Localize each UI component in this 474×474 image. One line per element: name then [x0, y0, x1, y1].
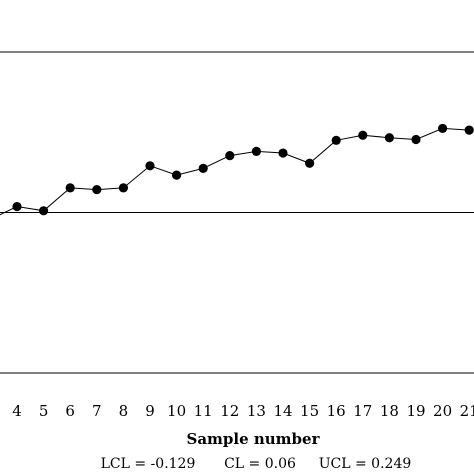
- x-tick-label: 16: [327, 402, 346, 420]
- series: [0, 123, 474, 216]
- control-limit-lines: [0, 51, 474, 374]
- data-point: [172, 170, 182, 180]
- data-point: [411, 134, 421, 145]
- data-point: [278, 148, 288, 158]
- x-tick-label: 15: [300, 402, 319, 420]
- x-tick-label: 8: [119, 402, 129, 420]
- x-tick-label: 21: [460, 402, 474, 420]
- data-point: [225, 151, 235, 161]
- data-point: [464, 125, 474, 135]
- series-line: [0, 127, 470, 216]
- x-tick-label: 5: [39, 402, 49, 420]
- x-tick-label: 6: [65, 402, 75, 420]
- control-limits-footer: LCL = -0.129 CL = 0.06 UCL = 0.249: [101, 456, 412, 472]
- data-point: [251, 146, 261, 156]
- data-point: [118, 183, 128, 193]
- x-tick-label: 18: [380, 402, 399, 420]
- x-tick-label: 20: [433, 402, 452, 420]
- x-tick-label: 14: [273, 402, 292, 420]
- data-point: [438, 123, 448, 134]
- data-point: [145, 161, 155, 171]
- x-tick-label: 17: [353, 402, 372, 420]
- x-tick-label: 13: [247, 402, 266, 420]
- x-tick-label: 9: [145, 402, 155, 420]
- data-point: [12, 201, 22, 212]
- data-point: [92, 184, 102, 195]
- x-tick-label: 19: [406, 402, 425, 420]
- ucl-label: UCL = 0.249: [319, 456, 412, 472]
- x-tick-label: 11: [194, 402, 213, 420]
- data-point: [358, 130, 368, 140]
- data-point: [39, 206, 49, 216]
- data-point: [198, 163, 208, 173]
- x-tick-label: 10: [167, 402, 186, 420]
- cl-label: CL = 0.06: [224, 456, 296, 472]
- x-tick-label: 12: [220, 402, 239, 420]
- x-tick-label: 7: [92, 402, 102, 420]
- lcl-label: LCL = -0.129: [101, 456, 196, 472]
- x-tick-labels: 4 5 6 7 8 9 10 11 12 13 14 15 16 17 18 19 20 21: [12, 402, 474, 420]
- x-axis-label: Sample number: [187, 430, 321, 448]
- x-tick-label: 4: [12, 402, 22, 420]
- data-point: [305, 158, 315, 168]
- data-point: [65, 183, 75, 193]
- data-point: [331, 135, 341, 145]
- data-point: [384, 133, 394, 143]
